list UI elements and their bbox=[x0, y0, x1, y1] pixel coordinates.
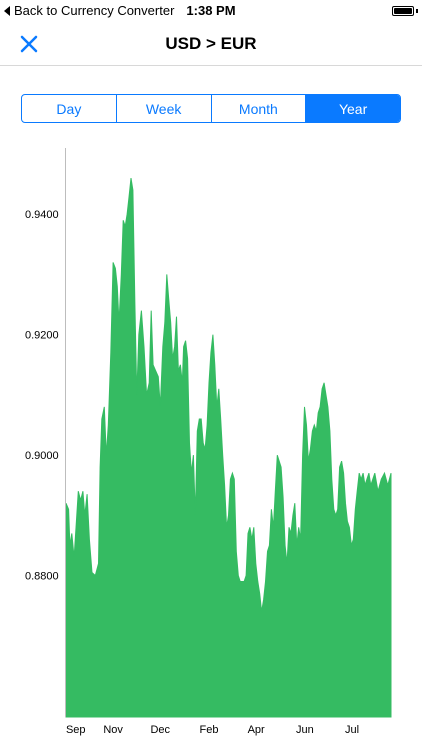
page-title: USD > EUR bbox=[165, 34, 257, 53]
segment-year[interactable]: Year bbox=[306, 95, 400, 122]
rate-area bbox=[65, 178, 392, 718]
segment-year-label: Year bbox=[338, 100, 368, 117]
x-tick-label: Jun bbox=[296, 724, 314, 736]
back-to-app-label: Back to Currency Converter bbox=[14, 3, 175, 18]
segment-week-label: Week bbox=[145, 100, 182, 117]
y-tick-label: 0.9000 bbox=[25, 450, 59, 462]
y-tick-label: 0.9200 bbox=[25, 330, 59, 342]
status-bar: Back to Currency Converter 1:38 PM bbox=[0, 0, 422, 22]
x-tick-label: Dec bbox=[150, 724, 170, 736]
x-tick-label: Apr bbox=[248, 724, 265, 736]
y-tick-label: 0.9400 bbox=[25, 209, 59, 221]
segment-month[interactable]: Month bbox=[212, 95, 307, 122]
segment-day-label: Day bbox=[56, 100, 82, 117]
battery-icon bbox=[392, 6, 414, 16]
segment-day[interactable]: Day bbox=[22, 95, 117, 122]
back-to-app-link[interactable]: Back to Currency Converter bbox=[4, 3, 174, 18]
y-tick-label: 0.8800 bbox=[25, 571, 59, 583]
battery-nub bbox=[416, 9, 418, 13]
period-segmented-control: Day Week Month Year bbox=[21, 94, 401, 123]
x-tick-label: Feb bbox=[200, 724, 219, 736]
x-tick-label: Nov bbox=[103, 724, 123, 736]
close-button[interactable] bbox=[15, 30, 43, 58]
segment-week[interactable]: Week bbox=[117, 95, 212, 122]
close-icon bbox=[20, 35, 38, 53]
chart-svg: 0.9400 0.9200 0.9000 0.8800 Sep Nov Dec Feb Apr J… bbox=[25, 148, 392, 736]
exchange-rate-chart: 0.9400 0.9200 0.9000 0.8800 Sep Nov Dec Feb Apr J… bbox=[0, 140, 422, 750]
segment-month-label: Month bbox=[238, 100, 278, 117]
navigation-bar: USD > EUR bbox=[0, 22, 422, 66]
back-chevron-icon bbox=[4, 5, 10, 16]
status-time: 1:38 PM bbox=[186, 3, 236, 18]
x-tick-label: Sep bbox=[66, 724, 86, 736]
x-tick-label: Jul bbox=[345, 724, 359, 736]
